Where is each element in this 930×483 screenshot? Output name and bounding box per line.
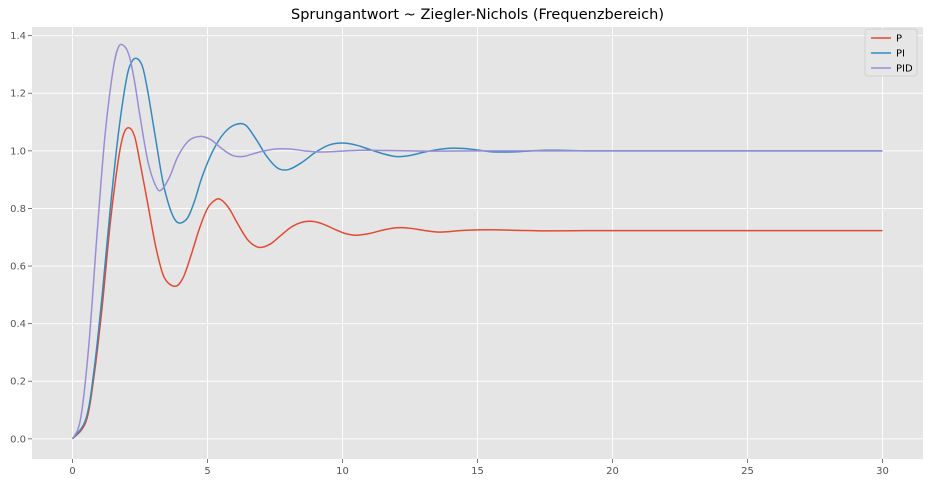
y-tick-label: 1.4 <box>10 31 26 42</box>
y-tick-label: 0.6 <box>10 262 26 273</box>
y-tick-label: 0.4 <box>10 319 26 330</box>
y-tick-label: 0.8 <box>10 204 26 215</box>
legend: P PI PID <box>864 28 918 77</box>
y-tick-label: 1.2 <box>10 89 26 100</box>
x-tick-label: 30 <box>876 466 889 477</box>
legend-label-pi: PI <box>896 49 905 60</box>
grid <box>32 27 923 459</box>
x-axis-ticks: 0 5 10 15 20 25 30 <box>69 459 889 477</box>
x-tick-label: 15 <box>471 466 484 477</box>
x-tick-label: 10 <box>336 466 349 477</box>
series-layer <box>71 43 883 440</box>
chart-title: Sprungantwort ~ Ziegler-Nichols (Frequen… <box>291 7 664 23</box>
series-line-pid <box>71 43 883 440</box>
x-tick-label: 5 <box>204 466 210 477</box>
series-line-pi <box>71 57 883 440</box>
x-tick-label: 25 <box>741 466 754 477</box>
y-axis-ticks: 0.0 0.2 0.4 0.6 0.8 1.0 1.2 1.4 <box>10 31 32 445</box>
y-tick-label: 0.0 <box>10 434 26 445</box>
series-line-p <box>71 126 883 440</box>
legend-label-pid: PID <box>896 64 913 75</box>
y-tick-label: 1.0 <box>10 146 26 157</box>
legend-label-p: P <box>896 34 902 45</box>
x-tick-label: 20 <box>606 466 619 477</box>
y-tick-label: 0.2 <box>10 377 26 388</box>
x-tick-label: 0 <box>69 466 75 477</box>
